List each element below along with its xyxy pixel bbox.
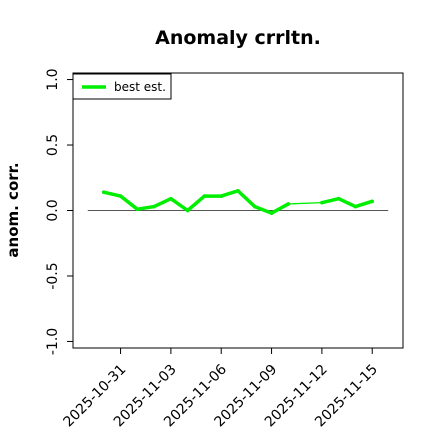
y-axis: -1.0 -0.5 0.0 0.5 1.0: [45, 68, 73, 355]
y-tick-label: 0.5: [45, 134, 61, 156]
series-layer: [102, 189, 374, 215]
x-axis: 2025-10-312025-11-032025-11-062025-11-09…: [61, 348, 381, 430]
data-point: [135, 207, 140, 211]
series-segment: [135, 204, 156, 211]
series-segment: [102, 190, 123, 198]
series-segment: [320, 196, 341, 205]
series-segment: [169, 196, 190, 213]
data-point: [236, 189, 240, 193]
chart-title: Anomaly crrltn.: [155, 27, 321, 49]
data-point: [219, 194, 223, 198]
series-segment: [219, 189, 240, 198]
legend-label-best-est: best est.: [114, 80, 166, 94]
data-point: [286, 202, 291, 206]
legend: best est.: [72, 73, 172, 100]
series-segment: [118, 194, 140, 211]
data-point: [102, 190, 106, 194]
series-segment: [336, 196, 358, 209]
series-segment: [353, 199, 374, 209]
data-point: [370, 199, 374, 204]
series-segment: [236, 189, 257, 209]
data-point: [169, 196, 173, 201]
series-segment: [287, 201, 323, 205]
data-point: [185, 208, 190, 213]
y-tick-label: 1.0: [45, 68, 61, 90]
series-segment: [152, 196, 173, 209]
data-point: [353, 204, 358, 209]
y-tick-label: 0.0: [45, 199, 61, 221]
data-point: [269, 211, 274, 215]
series-segment: [269, 202, 291, 215]
series-best-est: [102, 189, 374, 215]
data-point: [253, 204, 257, 209]
y-tick-label: -0.5: [45, 262, 61, 289]
data-point: [118, 194, 123, 198]
y-axis-label: anom. corr.: [4, 162, 22, 257]
series-segment: [185, 194, 207, 213]
data-point: [202, 194, 207, 198]
data-point: [336, 196, 341, 201]
data-point: [152, 204, 156, 209]
data-point: [320, 200, 324, 205]
series-segment: [253, 204, 274, 215]
y-tick-label: -1.0: [45, 328, 61, 355]
